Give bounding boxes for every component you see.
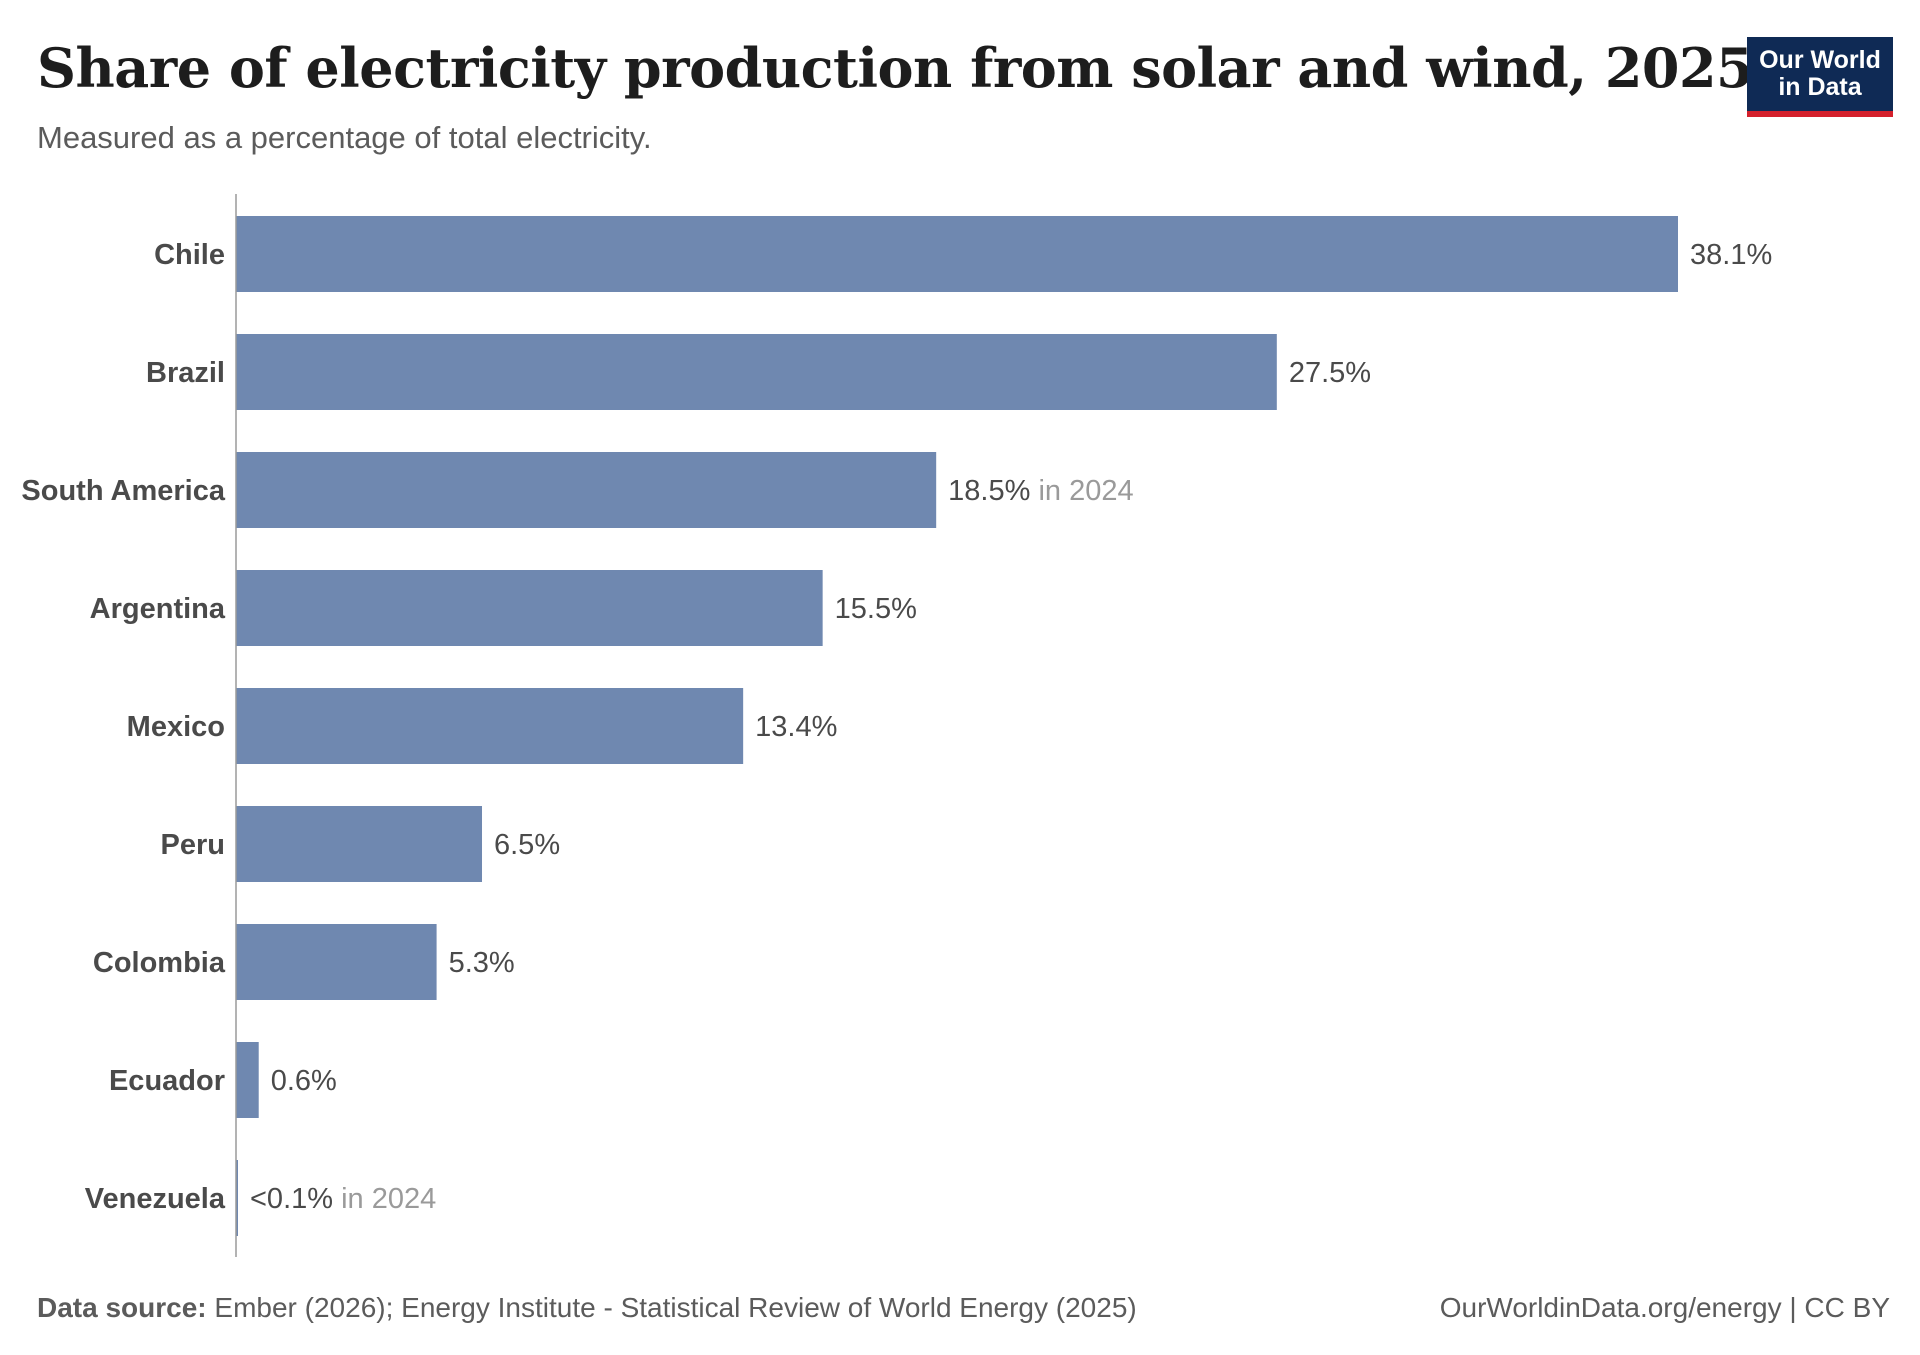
bars-layer: Chile 38.1% Brazil 27.5% South America 18.5% …: [21, 216, 1772, 1236]
credit-link[interactable]: OurWorldinData.org/energy | CC BY: [1439, 1292, 1890, 1323]
category-label-peru: Peru: [161, 829, 225, 861]
bar-brazil[interactable]: [236, 334, 1277, 410]
value-label-brazil: 27.5%: [1289, 357, 1371, 389]
category-label-colombia: Colombia: [93, 947, 226, 979]
bar-mexico[interactable]: [236, 688, 744, 764]
value-note-south-america: in 2024: [1030, 475, 1133, 507]
logo-line-2: in Data: [1778, 73, 1862, 101]
owid-logo[interactable]: Our World in Data: [1747, 37, 1893, 117]
category-label-argentina: Argentina: [90, 593, 226, 625]
data-source: Data source: Ember (2026); Energy Instit…: [37, 1292, 1137, 1324]
category-label-ecuador: Ecuador: [109, 1065, 225, 1097]
value-label-colombia: 5.3%: [449, 947, 515, 979]
bar-venezuela[interactable]: [236, 1160, 238, 1236]
category-label-south-america: South America: [21, 475, 225, 507]
category-label-chile: Chile: [154, 239, 225, 271]
data-source-text: Ember (2026); Energy Institute - Statist…: [206, 1292, 1137, 1323]
category-label-brazil: Brazil: [146, 357, 225, 389]
logo-line-1: Our World: [1759, 46, 1881, 74]
value-note-venezuela: in 2024: [333, 1183, 436, 1215]
bar-ecuador[interactable]: [236, 1042, 259, 1118]
value-label-chile: 38.1%: [1690, 239, 1772, 271]
bar-colombia[interactable]: [236, 924, 437, 1000]
value-label-venezuela: <0.1% in 2024: [250, 1183, 436, 1215]
value-label-south-america: 18.5% in 2024: [948, 475, 1133, 507]
value-label-ecuador: 0.6%: [271, 1065, 337, 1097]
value-label-argentina: 15.5%: [835, 593, 917, 625]
category-label-mexico: Mexico: [127, 711, 225, 743]
category-label-venezuela: Venezuela: [85, 1183, 226, 1215]
chart-title: Share of electricity production from sol…: [37, 36, 1754, 100]
chart-subtitle: Measured as a percentage of total electr…: [37, 120, 652, 155]
bar-argentina[interactable]: [236, 570, 823, 646]
value-label-mexico: 13.4%: [755, 711, 837, 743]
bar-chile[interactable]: [236, 216, 1678, 292]
bar-south-america[interactable]: [236, 452, 937, 528]
bar-peru[interactable]: [236, 806, 483, 882]
data-source-label: Data source:: [37, 1292, 207, 1323]
value-label-peru: 6.5%: [494, 829, 560, 861]
